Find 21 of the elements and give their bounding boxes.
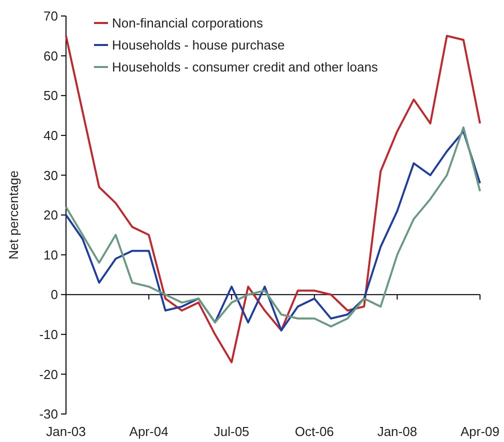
y-tick-label: 60: [44, 48, 58, 64]
x-tick-label: Jan-08: [377, 424, 418, 439]
y-tick-label: -30: [39, 406, 58, 422]
y-tick-label: 70: [44, 8, 58, 24]
legend-label: Households - consumer credit and other loans: [112, 60, 378, 75]
x-tick-label: Jul-05: [214, 424, 250, 439]
y-tick-label: -20: [39, 366, 58, 382]
legend-label: Non-financial corporations: [112, 16, 264, 31]
legend-label: Households - house purchase: [112, 38, 285, 53]
y-tick-label: -10: [39, 326, 58, 342]
y-tick-label: 40: [44, 128, 58, 143]
y-tick-label: 10: [44, 247, 58, 262]
y-axis-title: Net percentage: [6, 170, 21, 260]
y-tick-label: 50: [44, 88, 58, 104]
x-tick-label: Apr-09: [460, 424, 500, 439]
x-tick-label: Apr-04: [129, 424, 168, 439]
y-tick-label: 0: [50, 287, 58, 302]
x-tick-label: Oct-06: [294, 424, 334, 439]
x-tick-label: Jan-03: [46, 424, 86, 439]
y-tick-label: 20: [44, 208, 58, 223]
y-tick-label: 30: [44, 168, 58, 183]
